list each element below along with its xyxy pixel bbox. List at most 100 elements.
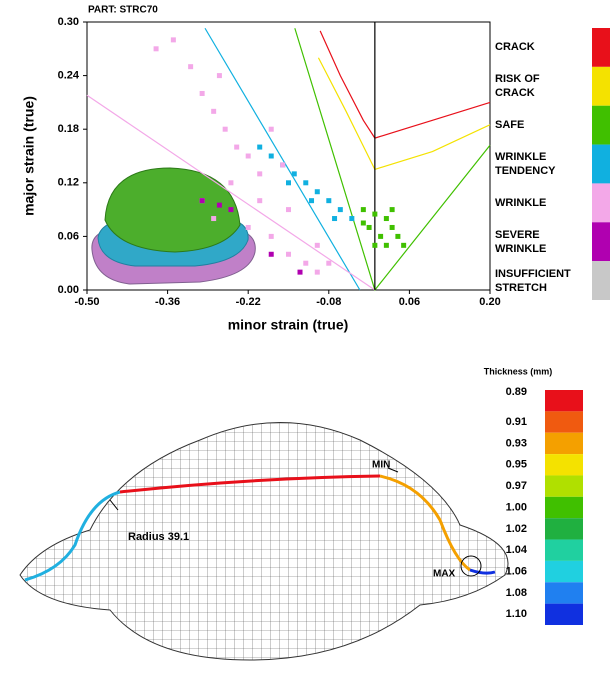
point <box>326 261 331 266</box>
point <box>303 180 308 185</box>
legend-swatch <box>592 145 610 184</box>
scale-label: 0.97 <box>506 480 527 492</box>
point <box>228 207 233 212</box>
legend-swatch <box>592 67 610 106</box>
scale-label: 0.89 <box>506 386 527 398</box>
legend-swatch <box>592 222 610 261</box>
legend-swatch <box>592 261 610 300</box>
point <box>223 127 228 132</box>
point <box>257 198 262 203</box>
point <box>280 162 285 167</box>
point <box>384 243 389 248</box>
legend-label: WRINKLE <box>495 183 565 222</box>
point <box>372 243 377 248</box>
point <box>188 64 193 69</box>
scale-swatch <box>545 475 583 496</box>
page: PART: STRC70 minor strain (true) major s… <box>0 0 610 679</box>
annotation: Radius 39.1 <box>128 531 189 543</box>
scale-swatch <box>545 561 583 582</box>
point <box>269 127 274 132</box>
point <box>326 198 331 203</box>
legend-item: CRACK <box>495 28 575 67</box>
y-tick-label: 0.12 <box>58 177 79 189</box>
point <box>200 198 205 203</box>
point <box>269 234 274 239</box>
point <box>234 145 239 150</box>
point <box>390 225 395 230</box>
x-tick-label: -0.50 <box>74 296 99 308</box>
point <box>315 243 320 248</box>
point <box>269 154 274 159</box>
legend-item: INSUFFICIENT STRETCH <box>495 261 575 300</box>
scale-label: 1.08 <box>506 587 527 599</box>
point <box>228 180 233 185</box>
y-tick-label: 0.30 <box>58 16 79 28</box>
legend-label: SEVERE WRINKLE <box>495 222 565 261</box>
scale-swatch <box>545 454 583 475</box>
legend-item: RISK OF CRACK <box>495 67 575 106</box>
point <box>257 145 262 150</box>
point <box>315 189 320 194</box>
scale-swatch <box>545 433 583 454</box>
point <box>309 198 314 203</box>
scale-label: 0.91 <box>506 416 527 428</box>
y-tick-label: 0.24 <box>58 70 80 82</box>
y-tick-label: 0.00 <box>58 284 79 296</box>
scale-swatch <box>545 582 583 603</box>
point <box>171 37 176 42</box>
point <box>395 234 400 239</box>
x-tick-label: -0.22 <box>236 296 261 308</box>
legend-label: CRACK <box>495 28 565 67</box>
figure: PART: STRC70 minor strain (true) major s… <box>0 0 610 679</box>
point <box>303 261 308 266</box>
scale-swatch <box>545 604 583 625</box>
point <box>401 243 406 248</box>
point <box>361 221 366 226</box>
point <box>372 212 377 217</box>
y-tick-label: 0.06 <box>58 230 79 242</box>
legend-swatch <box>592 28 610 67</box>
point <box>390 207 395 212</box>
annotation: MIN <box>372 460 390 471</box>
legend-label: WRINKLE TENDENCY <box>495 145 565 184</box>
point <box>154 46 159 51</box>
point <box>349 216 354 221</box>
legend-swatch <box>592 106 610 145</box>
scale-title: Thickness (mm) <box>484 366 553 376</box>
annotation: MAX <box>433 569 456 580</box>
point <box>269 252 274 257</box>
scale-swatch <box>545 518 583 539</box>
point <box>217 203 222 208</box>
x-tick-label: 0.06 <box>399 296 420 308</box>
scale-label: 0.93 <box>506 437 527 449</box>
point <box>246 225 251 230</box>
legend-item: SAFE <box>495 106 575 145</box>
point <box>217 73 222 78</box>
point <box>286 252 291 257</box>
point <box>286 180 291 185</box>
y-tick-label: 0.18 <box>58 123 79 135</box>
point <box>292 171 297 176</box>
point <box>378 234 383 239</box>
scale-label: 1.04 <box>506 544 528 556</box>
mesh-part <box>20 423 508 661</box>
point <box>200 91 205 96</box>
scale-label: 1.10 <box>506 608 527 620</box>
legend-item: WRINKLE TENDENCY <box>495 145 575 184</box>
legend-label: RISK OF CRACK <box>495 67 565 106</box>
point <box>257 171 262 176</box>
scale-swatch <box>545 411 583 432</box>
legend-swatch <box>592 183 610 222</box>
point <box>332 216 337 221</box>
y-axis-label: major strain (true) <box>21 96 37 216</box>
point <box>361 207 366 212</box>
scale-label: 1.02 <box>506 523 527 535</box>
scale-swatch <box>545 540 583 561</box>
x-tick-label: -0.36 <box>155 296 180 308</box>
legend-item: WRINKLE <box>495 183 575 222</box>
scale-label: 0.95 <box>506 459 527 471</box>
scale-swatch <box>545 390 583 411</box>
scale-label: 1.06 <box>506 565 527 577</box>
legend-label: INSUFFICIENT STRETCH <box>495 261 565 300</box>
point <box>315 270 320 275</box>
